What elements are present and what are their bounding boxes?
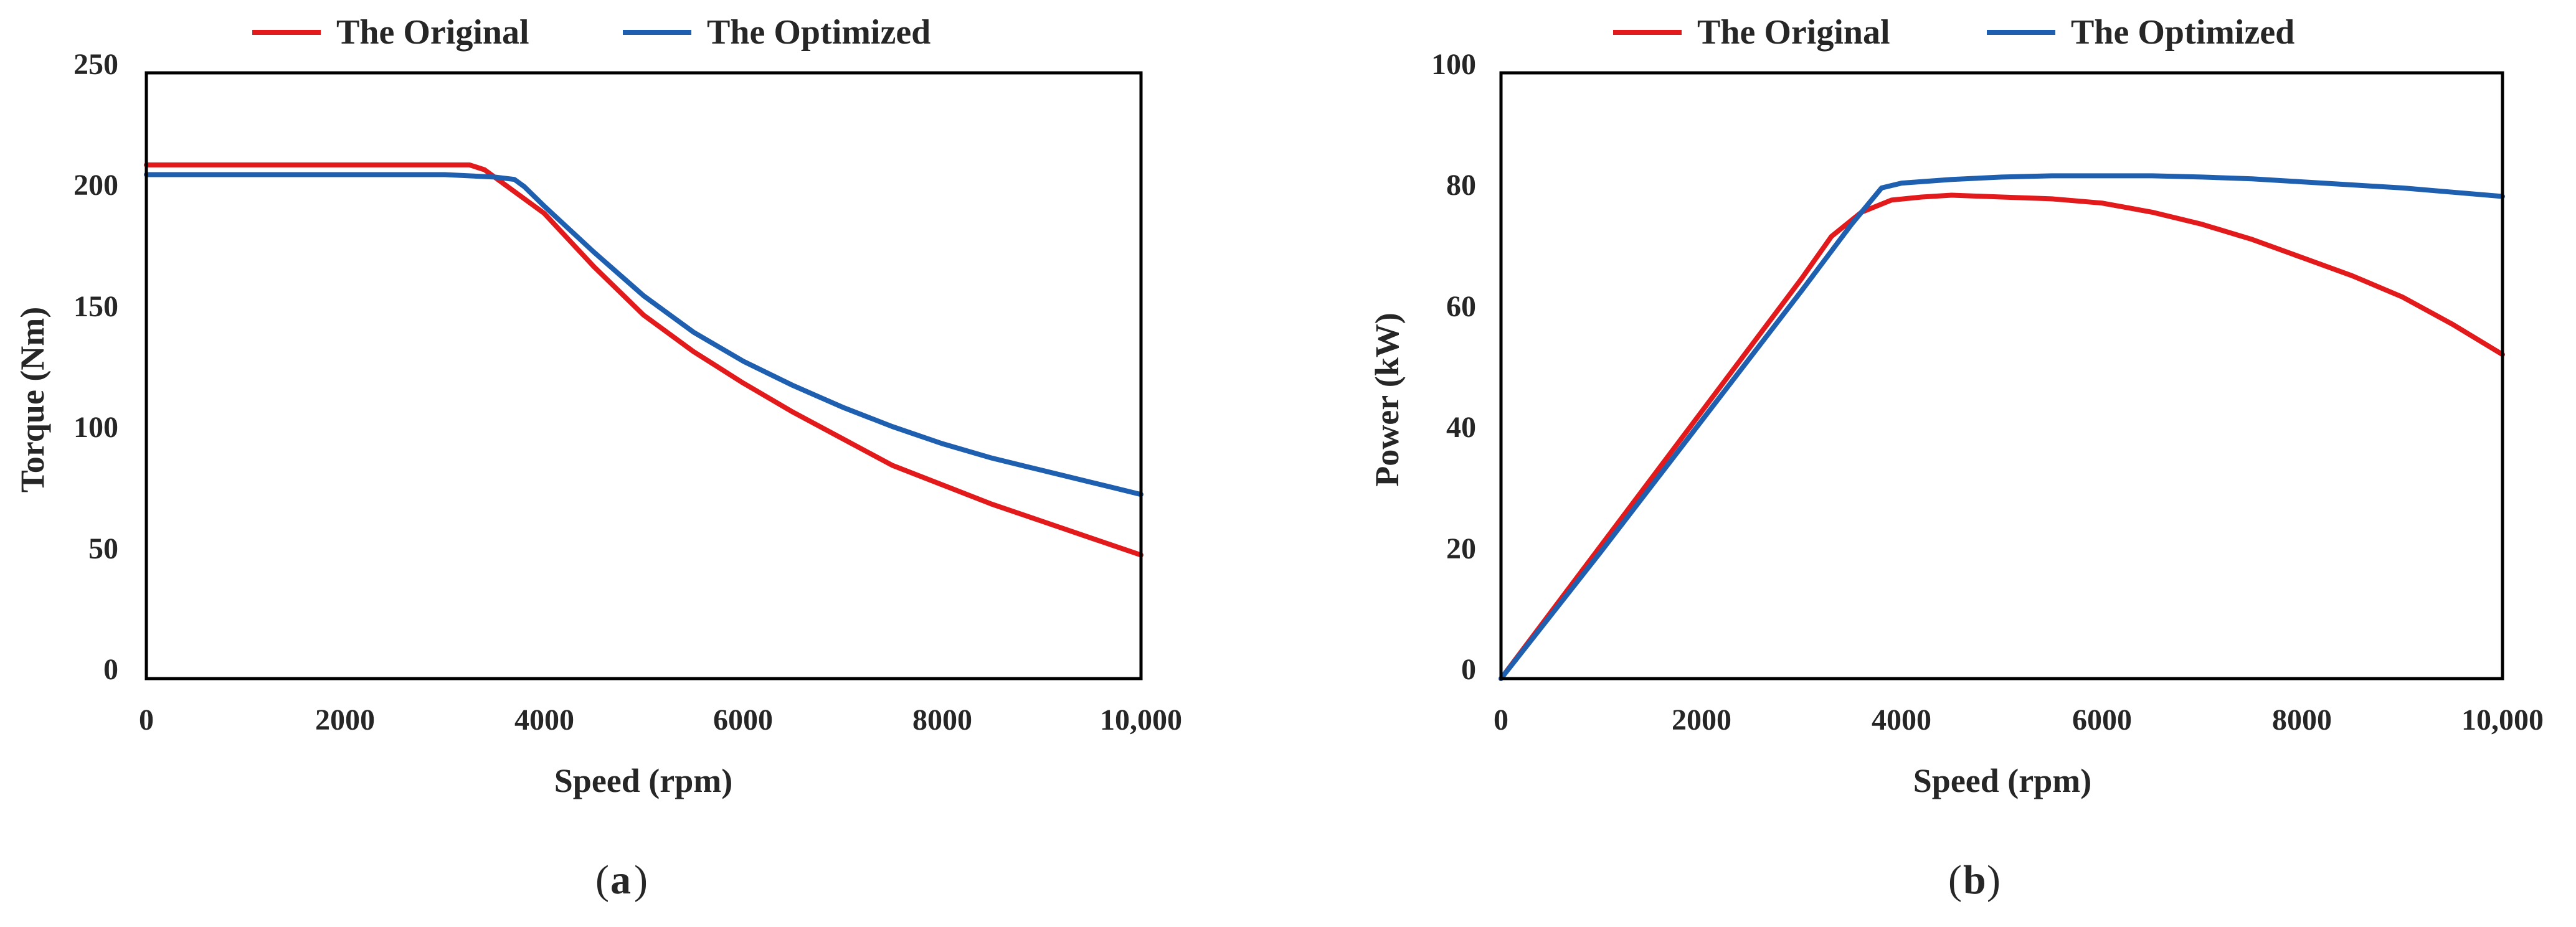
plot-frame [144,71,1143,680]
torque-chart-legend: The Original The Optimized [252,13,930,52]
panel-label-a: ( [595,857,609,903]
x-tick-label: 8000 [912,703,972,736]
x-axis-title: Speed (rpm) [554,762,732,799]
y-tick-label: 0 [1461,653,1476,686]
series-line-optimized [1499,173,2505,681]
y-tick-label: 40 [1446,411,1476,444]
panel-label-b-close: ) [1987,857,2001,903]
legend-label-optimized: The Optimized [707,13,930,52]
legend-label-optimized: The Optimized [2071,13,2294,52]
y-tick-label: 60 [1446,290,1476,323]
legend-label-original: The Original [1697,13,1890,52]
torque-chart-panel: The Original The Optimized 0 50 100 150 … [14,13,1182,903]
y-tick-label: 80 [1446,169,1476,202]
panel-label-a-close: ) [634,857,648,903]
x-tick-label: 10,000 [2461,703,2544,736]
plot-frame [1499,71,2504,680]
y-tick-labels: 0 20 40 60 80 100 [1431,48,1476,686]
x-tick-label: 0 [139,703,154,736]
x-tick-labels: 0 2000 4000 6000 8000 10,000 [139,703,1182,736]
torque-series [144,162,1144,558]
series-line-optimized [144,172,1144,497]
y-tick-label: 150 [73,290,118,323]
x-tick-label: 6000 [713,703,773,736]
y-axis-title: Torque (Nm) [14,307,51,493]
panel-letter-a: a [610,857,631,903]
series-line-original [144,162,1144,558]
y-axis-title: Power (kW) [1368,313,1406,486]
x-tick-labels: 0 2000 4000 6000 8000 10,000 [1494,703,2544,736]
panel-letter-b: b [1963,857,1986,903]
y-tick-label: 100 [73,411,118,444]
power-chart-legend: The Original The Optimized [1613,13,2294,52]
y-tick-label: 250 [73,48,118,81]
power-chart-panel: The Original The Optimized 0 20 40 60 80… [1368,13,2544,903]
x-tick-label: 10,000 [1100,703,1182,736]
legend-label-original: The Original [336,13,529,52]
x-tick-label: 0 [1494,703,1508,736]
x-axis-title: Speed (rpm) [1913,762,2091,799]
y-tick-label: 50 [88,532,118,565]
series-line-original [1499,192,2505,681]
power-series [1499,173,2505,681]
y-tick-labels: 0 50 100 150 200 250 [73,48,118,686]
panel-label-b: ( [1948,857,1962,903]
y-tick-label: 200 [73,169,118,202]
x-tick-label: 6000 [2072,703,2132,736]
y-tick-label: 100 [1431,48,1476,81]
y-tick-label: 0 [103,653,118,686]
x-tick-label: 4000 [1872,703,1931,736]
x-tick-label: 2000 [315,703,375,736]
x-tick-label: 8000 [2272,703,2332,736]
x-tick-label: 2000 [1672,703,1731,736]
x-tick-label: 4000 [514,703,574,736]
y-tick-label: 20 [1446,532,1476,565]
